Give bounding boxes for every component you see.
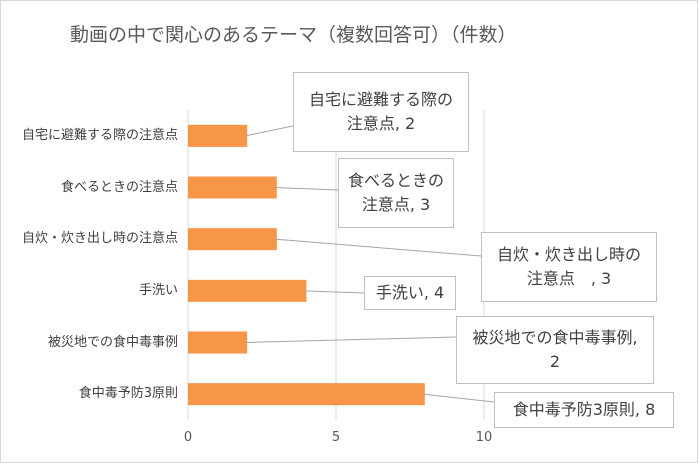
y-category-label: 食中毒予防3原則 [78, 386, 178, 402]
bar-4 [188, 331, 248, 354]
leader-line-5 [422, 393, 495, 403]
data-label-callout: 自炊・炊き出し時の注意点 , 3 [481, 232, 657, 302]
leader-line-1 [274, 187, 339, 191]
leader-line-0 [245, 125, 294, 137]
leader-line-4 [245, 336, 457, 343]
data-label-callout: 食中毒予防3原則, 8 [494, 392, 674, 428]
data-label-callout: 被災地での食中毒事例, 2 [456, 316, 654, 384]
bar-1 [188, 176, 277, 199]
data-label-callout: 手洗い, 4 [364, 276, 456, 310]
y-category-label: 自炊・炊き出し時の注意点 [21, 231, 178, 247]
bar-2 [188, 228, 277, 251]
x-tick-label: 5 [331, 430, 341, 445]
y-category-label: 手洗い [138, 282, 178, 298]
x-tick-label: 10 [475, 430, 493, 445]
data-label-callout: 食べるときの注意点, 3 [338, 158, 454, 228]
data-label-callout: 自宅に避難する際の注意点, 2 [293, 72, 469, 152]
y-category-label: 食べるときの注意点 [60, 179, 178, 195]
chart-title: 動画の中で関心のあるテーマ（複数回答可）（件数） [70, 24, 517, 46]
bar-5 [188, 383, 425, 406]
leader-line-2 [274, 238, 482, 257]
bar-0 [188, 124, 248, 147]
leader-line-3 [304, 290, 365, 294]
bar-3 [188, 279, 307, 302]
y-category-label: 自宅に避難する際の注意点 [21, 127, 178, 143]
x-tick-label: 0 [183, 430, 193, 445]
y-category-label: 被災地での食中毒事例 [47, 334, 178, 350]
